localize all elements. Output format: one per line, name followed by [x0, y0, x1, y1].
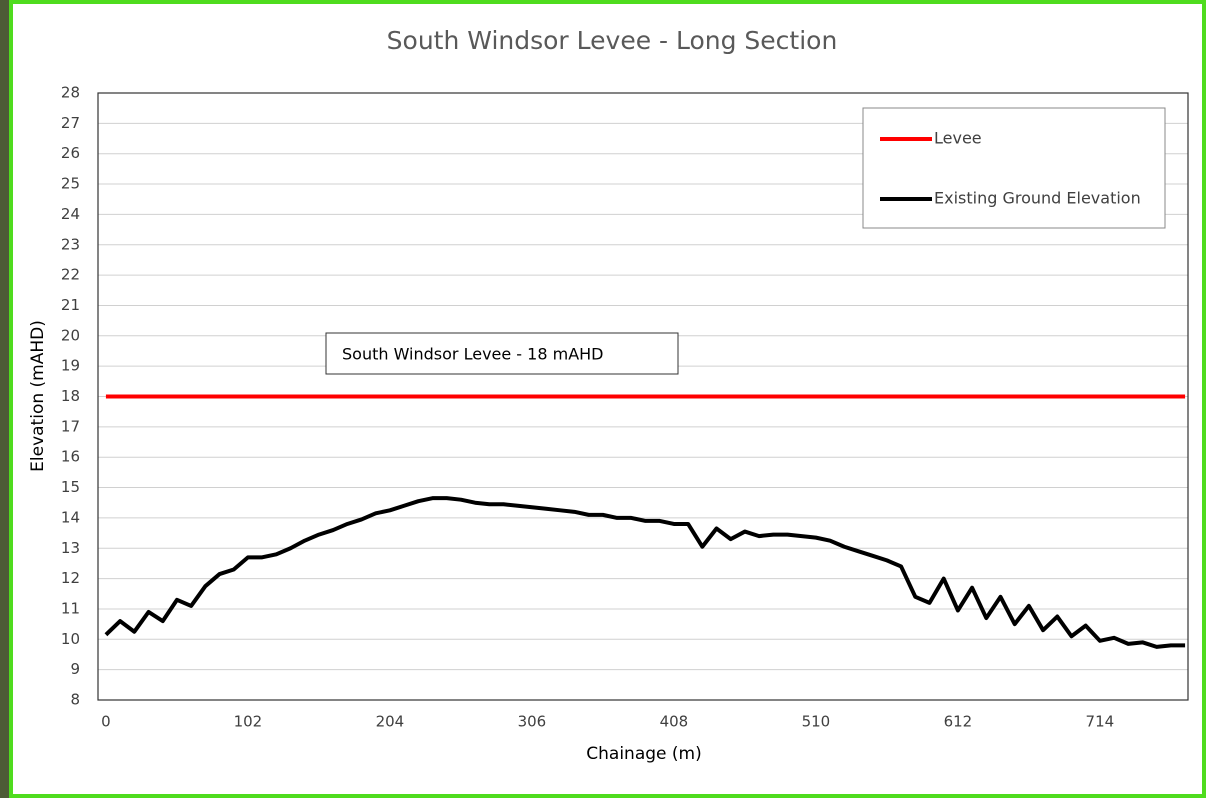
legend-box	[862, 107, 1166, 229]
x-tick-label: 408	[660, 713, 689, 731]
legend-label: Existing Ground Elevation	[934, 189, 1141, 208]
y-tick-label: 14	[61, 508, 80, 526]
x-tick-label: 0	[101, 713, 111, 731]
x-tick-label: 204	[376, 713, 405, 731]
y-tick-label: 13	[61, 539, 80, 557]
annotation: South Windsor Levee - 18 mAHD	[342, 345, 604, 364]
y-tick-label: 9	[70, 660, 80, 678]
y-tick-label: 17	[61, 417, 80, 435]
x-tick-label: 306	[518, 713, 547, 731]
chart-title: South Windsor Levee - Long Section	[387, 26, 838, 55]
y-tick-label: 15	[61, 478, 80, 496]
y-tick-label: 22	[61, 266, 80, 284]
series-line	[104, 496, 1186, 649]
y-tick-label: 26	[61, 144, 80, 162]
y-tick-label: 25	[61, 175, 80, 193]
x-tick-label: 714	[1086, 713, 1115, 731]
y-tick-label: 11	[61, 599, 80, 617]
y-tick-label: 19	[61, 357, 80, 375]
x-axis-label: Chainage (m)	[586, 744, 701, 764]
y-tick-label: 20	[61, 326, 80, 344]
y-tick-label: 28	[61, 84, 80, 102]
y-axis-label: Elevation (mAHD)	[28, 320, 48, 472]
y-tick-label: 18	[61, 387, 80, 405]
annotation-box	[325, 332, 679, 375]
y-tick-label: 23	[61, 235, 80, 253]
plot-border	[97, 92, 1189, 701]
x-tick-label: 612	[944, 713, 973, 731]
y-tick-label: 21	[61, 296, 80, 314]
y-tick-label: 10	[61, 630, 80, 648]
y-tick-label: 8	[70, 691, 80, 709]
x-tick-label: 102	[234, 713, 263, 731]
x-tick-label: 510	[802, 713, 831, 731]
y-tick-label: 27	[61, 114, 80, 132]
y-tick-label: 16	[61, 448, 80, 466]
legend-label: Levee	[934, 129, 982, 148]
y-tick-label: 24	[61, 205, 80, 223]
y-tick-label: 12	[61, 569, 80, 587]
